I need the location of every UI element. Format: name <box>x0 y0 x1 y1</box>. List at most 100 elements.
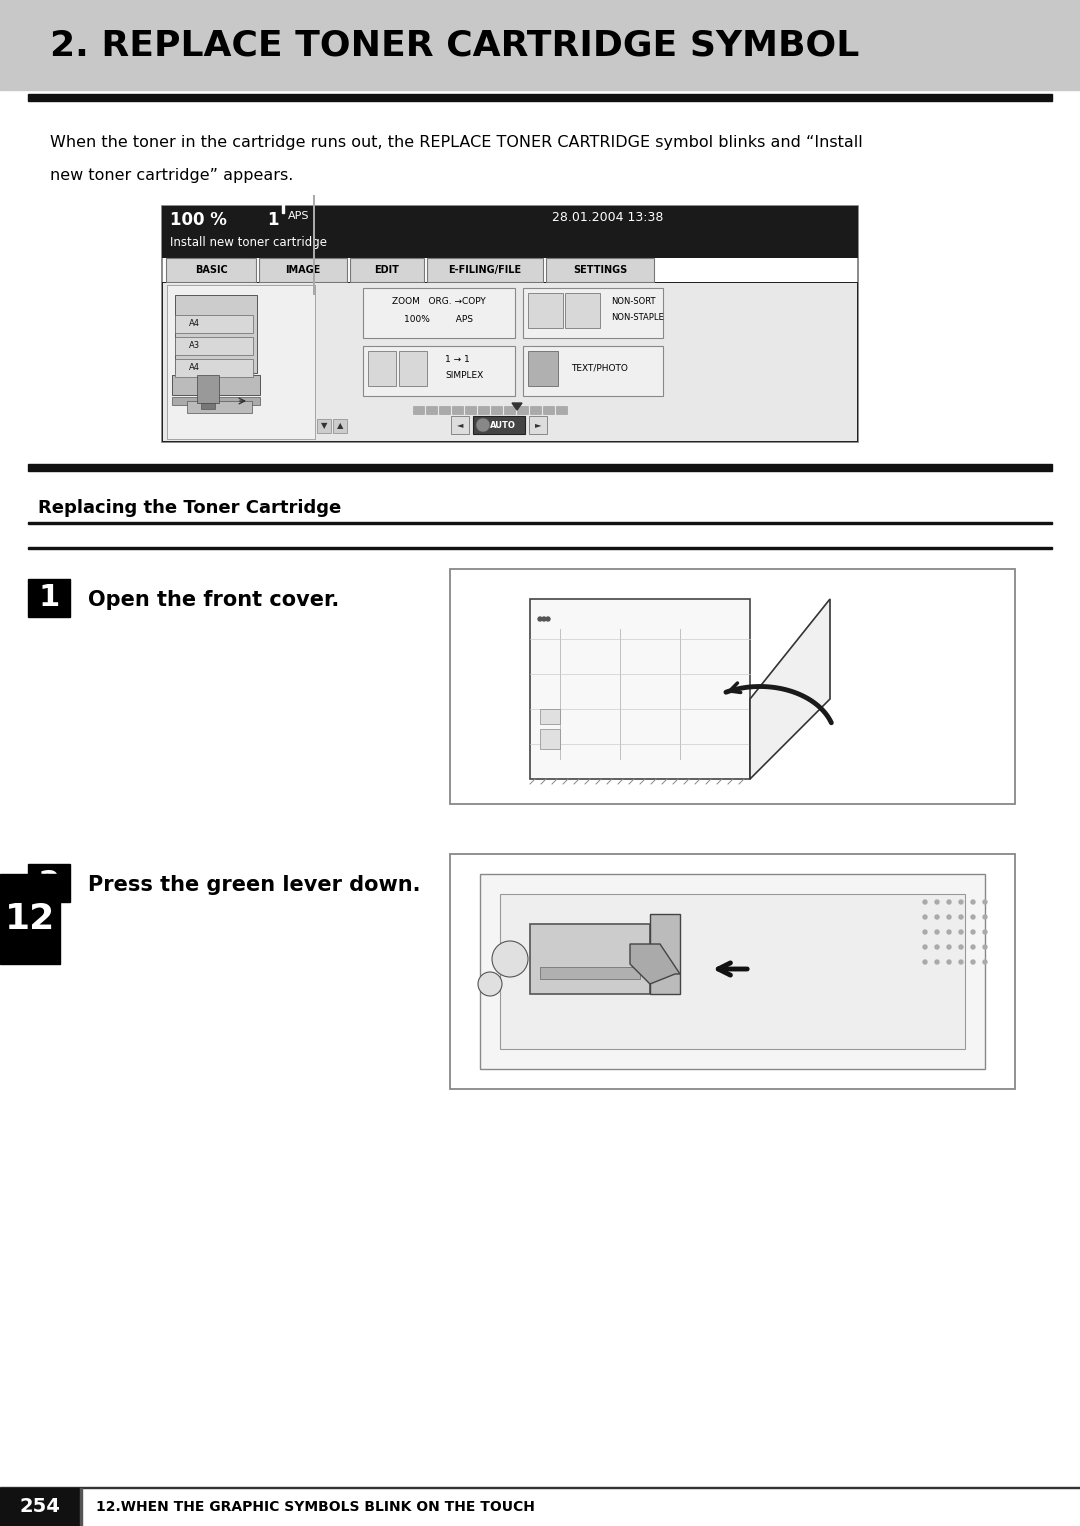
Text: ►: ► <box>535 421 541 429</box>
Text: NON-STAPLE: NON-STAPLE <box>611 313 664 322</box>
Bar <box>172 375 260 395</box>
Circle shape <box>923 900 927 903</box>
Circle shape <box>983 929 987 934</box>
Bar <box>175 359 253 377</box>
Bar <box>162 206 858 443</box>
Bar <box>543 406 554 414</box>
Bar <box>540 729 561 749</box>
Text: 254: 254 <box>19 1497 60 1517</box>
Bar <box>28 578 70 617</box>
Text: 100 %: 100 % <box>170 211 227 229</box>
Bar <box>523 288 663 337</box>
Circle shape <box>923 916 927 919</box>
Bar <box>523 346 663 397</box>
Bar <box>0 1488 80 1526</box>
Bar <box>350 258 424 282</box>
Bar <box>528 293 563 328</box>
Circle shape <box>959 960 963 964</box>
Text: A4: A4 <box>189 319 200 328</box>
Text: EDIT: EDIT <box>375 266 400 275</box>
Bar <box>363 346 515 397</box>
Bar <box>0 874 60 964</box>
Text: Install new toner cartridge: Install new toner cartridge <box>170 237 327 249</box>
Circle shape <box>923 929 927 934</box>
Bar <box>530 600 750 778</box>
Circle shape <box>947 900 951 903</box>
Text: 2: 2 <box>39 868 59 897</box>
Bar <box>333 420 347 433</box>
Circle shape <box>478 972 502 996</box>
Bar <box>650 914 680 993</box>
Circle shape <box>959 945 963 949</box>
Bar <box>162 282 858 443</box>
Bar <box>540 967 640 980</box>
Text: ◄: ◄ <box>457 421 463 429</box>
Bar <box>500 894 966 1048</box>
Bar <box>162 206 858 258</box>
Text: Replacing the Toner Cartridge: Replacing the Toner Cartridge <box>38 499 341 517</box>
Text: 100%         APS: 100% APS <box>405 316 473 325</box>
Bar <box>166 258 256 282</box>
Circle shape <box>935 960 939 964</box>
Circle shape <box>935 916 939 919</box>
Text: A4: A4 <box>189 363 200 372</box>
Circle shape <box>947 916 951 919</box>
Text: Open the front cover.: Open the front cover. <box>87 591 339 610</box>
Text: SETTINGS: SETTINGS <box>572 266 627 275</box>
Bar <box>187 401 252 414</box>
Text: new toner cartridge” appears.: new toner cartridge” appears. <box>50 168 294 183</box>
Circle shape <box>959 916 963 919</box>
Text: 1 → 1: 1 → 1 <box>445 356 470 365</box>
Circle shape <box>542 617 546 621</box>
Circle shape <box>923 945 927 949</box>
Polygon shape <box>750 600 831 778</box>
Circle shape <box>492 942 528 977</box>
Bar <box>259 258 347 282</box>
Circle shape <box>947 929 951 934</box>
Bar <box>530 406 541 414</box>
Text: AUTO: AUTO <box>490 421 516 429</box>
Text: A3: A3 <box>189 342 200 351</box>
Bar <box>451 417 469 433</box>
Text: NON-SORT: NON-SORT <box>611 298 656 307</box>
Bar <box>28 464 1052 472</box>
Bar <box>540 710 561 723</box>
Bar <box>28 864 70 902</box>
Bar <box>546 258 654 282</box>
Polygon shape <box>512 403 522 410</box>
Bar <box>197 375 219 403</box>
Circle shape <box>983 945 987 949</box>
Bar <box>565 293 600 328</box>
Circle shape <box>971 929 975 934</box>
Polygon shape <box>630 945 680 984</box>
Bar <box>426 406 437 414</box>
Bar <box>318 420 330 433</box>
Text: TEXT/PHOTO: TEXT/PHOTO <box>571 363 627 372</box>
Circle shape <box>971 945 975 949</box>
Bar <box>504 406 515 414</box>
Bar <box>368 351 396 386</box>
Bar <box>399 351 427 386</box>
Bar <box>473 417 525 433</box>
Bar <box>438 406 450 414</box>
Circle shape <box>971 900 975 903</box>
Text: 12.WHEN THE GRAPHIC SYMBOLS BLINK ON THE TOUCH: 12.WHEN THE GRAPHIC SYMBOLS BLINK ON THE… <box>96 1500 535 1514</box>
Bar <box>163 282 858 441</box>
Bar <box>450 569 1015 804</box>
Bar <box>175 314 253 333</box>
Circle shape <box>935 945 939 949</box>
Circle shape <box>971 916 975 919</box>
Circle shape <box>959 900 963 903</box>
Bar <box>491 406 502 414</box>
Bar <box>175 337 253 356</box>
Text: When the toner in the cartridge runs out, the REPLACE TONER CARTRIDGE symbol bli: When the toner in the cartridge runs out… <box>50 134 863 150</box>
Bar <box>528 351 558 386</box>
Circle shape <box>923 960 927 964</box>
Bar <box>427 258 543 282</box>
Text: Press the green lever down.: Press the green lever down. <box>87 874 420 896</box>
Circle shape <box>546 617 550 621</box>
Bar <box>175 295 257 372</box>
Circle shape <box>947 960 951 964</box>
Bar <box>201 403 215 409</box>
Bar <box>28 546 1052 549</box>
